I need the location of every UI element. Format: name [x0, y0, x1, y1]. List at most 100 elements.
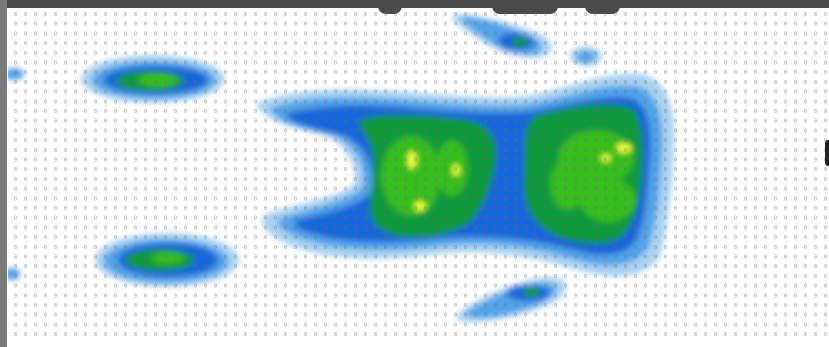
grid-cell-value: 0: [344, 225, 347, 231]
grid-cell-value: 0: [814, 80, 817, 86]
grid-cell-value: 0: [774, 31, 777, 37]
grid-cell-value: 0: [194, 148, 197, 154]
grid-cell-value: 0: [464, 303, 467, 309]
heatmap-plot[interactable]: 0 0 0 0 0 0 0 0 0 0 0 0 0 0 0 0 0 0 0 0 0 0 0 0 0 0 0 0 0 0 0 0 0 0 0 0 0 0 0 0…: [8, 8, 829, 347]
grid-cell-value: 0: [644, 31, 647, 37]
grid-cell-value: 0: [264, 109, 267, 115]
grid-cell-value: 0: [124, 138, 127, 144]
grid-cell-value: 0: [404, 255, 407, 261]
grid-cell-value: 0: [554, 332, 557, 338]
grid-cell-value: 0: [314, 187, 317, 193]
grid-cell-value: 0: [264, 119, 267, 125]
grid-cell-value: 0: [434, 61, 437, 67]
grid-cell-value: 0: [284, 80, 287, 86]
grid-cell-value: 0: [774, 313, 777, 319]
grid-cell-value: 0: [774, 51, 777, 57]
grid-cell-value: 0: [754, 109, 757, 115]
grid-cell-value: 0: [144, 177, 147, 183]
grid-cell-value: 0: [204, 12, 207, 18]
grid-cell-value: 0: [704, 12, 707, 18]
grid-cell-value: 0: [124, 167, 127, 173]
grid-cell-value: 0: [204, 322, 207, 328]
grid-cell-value: 0: [324, 274, 327, 280]
grid-cell-value: 0: [64, 303, 67, 309]
scroll-handle-icon[interactable]: [825, 140, 829, 166]
grid-cell-value: 0: [74, 313, 77, 319]
grid-cell-value: 0: [714, 235, 717, 241]
grid-cell-value: 0: [204, 99, 207, 105]
grid-cell-value: 0: [44, 264, 47, 270]
grid-cell-value: 0: [244, 332, 247, 338]
grid-cell-value: 0: [334, 264, 337, 270]
grid-cell-value: 0: [784, 196, 787, 202]
grid-cell-value: 0: [254, 177, 257, 183]
grid-cell-value: 0: [64, 332, 67, 338]
grid-cell-value: 0: [14, 322, 17, 328]
grid-cell-value: 0: [154, 128, 157, 134]
grid-cell-value: 0: [284, 216, 287, 222]
grid-cell-value: 0: [234, 264, 237, 270]
grid-cell-value: 0: [424, 70, 427, 76]
grid-cell-value: 0: [394, 99, 397, 105]
grid-cell-value: 0: [144, 196, 147, 202]
grid-cell-value: 0: [824, 119, 827, 125]
grid-cell-value: 0: [284, 167, 287, 173]
grid-cell-value: 0: [684, 70, 687, 76]
grid-cell-value: 0: [264, 255, 267, 261]
grid-cell-value: 0: [374, 216, 377, 222]
grid-cell-value: 0: [134, 332, 137, 338]
grid-cell-value: 0: [284, 235, 287, 241]
grid-cell-value: 0: [494, 245, 497, 251]
grid-cell-value: 0: [684, 22, 687, 28]
grid-cell-value: 0: [404, 167, 407, 173]
grid-cell-value: 0: [24, 303, 27, 309]
grid-cell-value: 0: [434, 70, 437, 76]
grid-cell-value: 0: [824, 70, 827, 76]
grid-cell-value: 0: [634, 22, 637, 28]
grid-cell-value: 0: [84, 313, 87, 319]
grid-cell-value: 0: [74, 322, 77, 328]
grid-cell-value: 0: [364, 245, 367, 251]
grid-cell-value: 0: [694, 225, 697, 231]
grid-cell-value: 0: [684, 206, 687, 212]
grid-cell-value: 0: [364, 293, 367, 299]
grid-cell-value: 0: [204, 22, 207, 28]
grid-cell-value: 0: [174, 245, 177, 251]
grid-cell-value: 0: [764, 148, 767, 154]
grid-cell-value: 0: [324, 70, 327, 76]
grid-cell-value: 0: [344, 196, 347, 202]
grid-cell-value: 0: [274, 196, 277, 202]
grid-cell-value: 0: [604, 313, 607, 319]
grid-cell-value: 0: [814, 313, 817, 319]
grid-cell-value: 0: [324, 31, 327, 37]
grid-cell-value: 0: [314, 313, 317, 319]
grid-cell-value: 0: [244, 61, 247, 67]
grid-cell-value: 0: [304, 255, 307, 261]
grid-cell-value: 0: [684, 80, 687, 86]
grid-cell-value: 0: [804, 332, 807, 338]
grid-cell-value: 0: [704, 332, 707, 338]
grid-cell-value: 0: [454, 70, 457, 76]
grid-cell-value: 0: [774, 138, 777, 144]
grid-cell-value: 0: [544, 177, 547, 183]
grid-cell-value: 0: [74, 128, 77, 134]
grid-cell-value: 0: [394, 177, 397, 183]
grid-cell-value: 0: [424, 264, 427, 270]
grid-cell-value: 0: [434, 196, 437, 202]
grid-cell-value: 0: [684, 167, 687, 173]
grid-cell-value: 0: [464, 80, 467, 86]
grid-cell-value: 0: [144, 264, 147, 270]
grid-cell-value: 0: [354, 70, 357, 76]
grid-cell-value: 0: [264, 31, 267, 37]
grid-cell-value: 0: [804, 245, 807, 251]
grid-cell-value: 0: [614, 332, 617, 338]
grid-cell-value: 0: [84, 235, 87, 241]
grid-cell-value: 0: [324, 196, 327, 202]
grid-cell-value: 0: [234, 206, 237, 212]
grid-cell-value: 0: [74, 138, 77, 144]
grid-cell-value: 0: [444, 332, 447, 338]
grid-cell-value: 0: [134, 80, 137, 86]
grid-cell-value: 0: [684, 99, 687, 105]
grid-cell-value: 0: [464, 158, 467, 164]
grid-cell-value: 0: [644, 12, 647, 18]
